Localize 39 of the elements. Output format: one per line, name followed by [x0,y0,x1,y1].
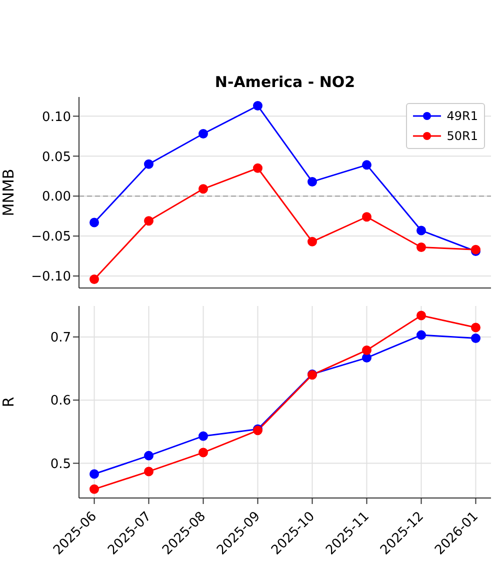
point [90,218,100,228]
y-tick-label: 0.6 [50,394,71,409]
point [90,469,100,479]
point [90,274,100,284]
y-tick-label: −0.10 [31,270,71,285]
y-tick-label: 0.7 [50,330,71,346]
point [416,310,426,320]
point [470,333,480,343]
point [144,159,154,169]
point [90,484,100,494]
legend-label: 49R1 [446,108,478,125]
point [362,353,372,363]
point [198,431,208,441]
legend-label: 50R1 [446,128,478,145]
point [253,101,262,111]
y-tick-label: 0.5 [50,456,71,472]
point [362,160,372,170]
point [416,330,426,340]
point [416,226,426,236]
point [362,345,372,355]
point [198,184,208,194]
point [253,163,262,173]
y-tick-label: 0.10 [42,110,71,125]
chart-title: N-America - NO2 [214,73,356,91]
point [144,466,154,476]
point [362,212,372,222]
point [144,216,154,226]
point [470,322,480,332]
point [416,242,426,252]
point [308,236,317,246]
y-axis-title: R [0,396,18,408]
y-axis-title: MNMB [0,168,18,216]
y-tick-label: 0.05 [42,150,71,165]
y-tick-label: −0.05 [31,230,71,245]
point [144,450,154,460]
y-tick-label: 0.00 [42,190,71,205]
point [198,129,208,139]
point [198,448,208,458]
point [308,176,317,186]
